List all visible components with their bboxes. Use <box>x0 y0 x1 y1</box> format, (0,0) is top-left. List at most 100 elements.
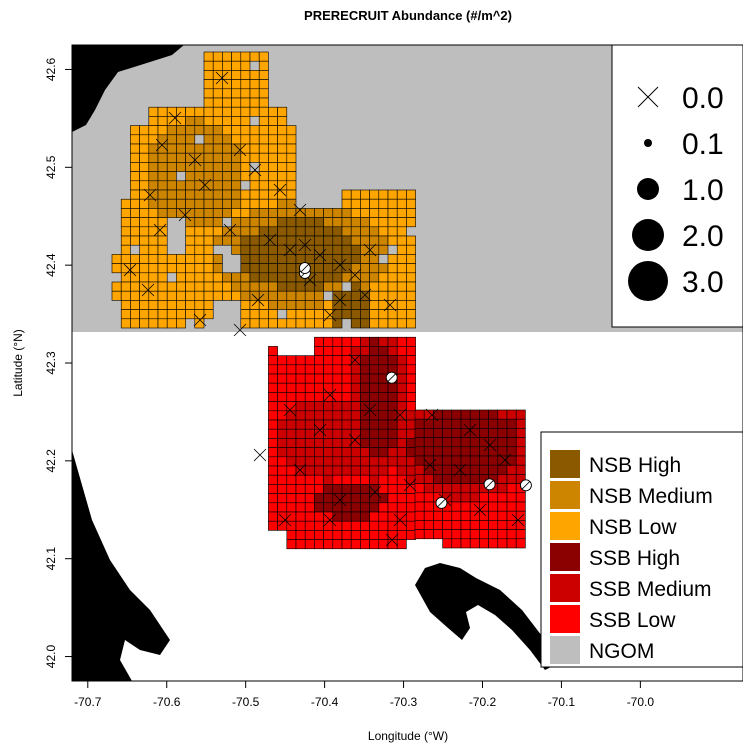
grid-cell <box>369 456 380 467</box>
grid-cell <box>148 152 159 163</box>
grid-cell <box>268 392 278 402</box>
grid-cell <box>222 162 232 172</box>
grid-cell <box>515 520 526 530</box>
grid-cell <box>515 455 526 466</box>
grid-cell <box>423 510 434 521</box>
grid-cell <box>222 226 232 237</box>
grid-cell <box>350 484 361 494</box>
grid-cell <box>148 272 159 283</box>
grid-cell <box>120 281 131 292</box>
grid-cell <box>378 281 389 292</box>
grid-cell <box>222 189 232 200</box>
grid-cell <box>148 162 159 172</box>
grid-cell <box>212 106 223 117</box>
grid-cell <box>212 152 223 163</box>
grid-cell <box>212 263 223 274</box>
grid-cell <box>268 447 278 458</box>
grid-cell <box>350 300 361 310</box>
grid-cell <box>369 428 380 439</box>
grid-cell <box>341 401 352 412</box>
grid-cell <box>406 392 416 402</box>
grid-cell <box>378 189 389 200</box>
grid-cell <box>314 373 324 384</box>
grid-cell <box>341 511 352 522</box>
grid-cell <box>277 116 288 126</box>
grid-cell <box>451 501 462 512</box>
grid-cell <box>222 60 232 71</box>
grid-cell <box>231 189 242 200</box>
grid-cell <box>506 437 517 448</box>
grid-cell <box>249 244 260 255</box>
grid-cell <box>387 484 398 494</box>
zero-marker <box>358 288 372 302</box>
grid-cell <box>148 281 159 292</box>
zero-marker <box>223 223 237 237</box>
grid-cell <box>120 309 131 320</box>
grid-cell <box>442 510 453 521</box>
grid-cell <box>286 189 297 200</box>
grid-cell <box>406 364 416 375</box>
land-north <box>72 45 184 132</box>
grid-cell <box>323 474 334 485</box>
grid-cell <box>222 143 232 154</box>
grid-cell <box>369 198 380 209</box>
zero-marker <box>323 308 337 322</box>
grid-cell <box>277 465 288 476</box>
grid-cell <box>360 346 370 356</box>
grid-cell <box>378 244 389 255</box>
grid-cell <box>360 318 370 329</box>
grid-cell <box>212 162 223 172</box>
grid-cell <box>479 492 489 503</box>
zero-abundance-markers <box>123 71 525 547</box>
region-legend-swatch <box>550 636 580 664</box>
grid-cell <box>268 134 278 145</box>
grid-cell <box>212 143 223 154</box>
grid-cell <box>203 208 214 218</box>
grid-cell <box>332 530 343 540</box>
grid-cell <box>350 419 361 430</box>
grid-cell <box>203 60 214 71</box>
grid-cell <box>414 483 425 494</box>
abundance-point-cross <box>521 481 531 490</box>
grid-cell <box>185 226 196 237</box>
grid-cell <box>203 171 214 182</box>
grid-cell <box>387 511 398 522</box>
grid-cell <box>360 254 370 264</box>
y-axis-label: Latitude (°N) <box>11 329 25 397</box>
grid-cell <box>350 373 361 384</box>
grid-cell <box>268 226 278 237</box>
grid-cell <box>369 309 380 320</box>
grid-cell <box>360 217 370 228</box>
grid-cell <box>268 309 278 320</box>
grid-cell <box>249 290 260 301</box>
grid-cell <box>460 464 471 475</box>
grid-cell <box>277 125 288 136</box>
grid-cell <box>185 116 196 126</box>
grid-cell <box>360 198 370 209</box>
grid-cell <box>314 364 324 375</box>
grid-cell <box>506 474 517 484</box>
grid-cell <box>323 456 334 467</box>
grid-cell <box>157 106 168 117</box>
grid-cell <box>442 446 453 457</box>
grid-cell <box>396 300 407 310</box>
grid-cell <box>295 226 306 237</box>
region-legend-swatch <box>550 450 580 478</box>
grid-cell <box>369 281 380 292</box>
grid-cell <box>194 254 205 264</box>
grid-cell <box>157 254 168 264</box>
grid-cell <box>378 382 389 393</box>
grid-cell <box>203 106 214 117</box>
grid-cell <box>185 180 196 191</box>
grid-cell <box>203 217 214 228</box>
grid-cell <box>240 152 251 163</box>
grid-cell <box>249 272 260 283</box>
grid-cell <box>406 382 416 393</box>
grid-cell <box>341 520 352 531</box>
grid-cell <box>406 438 416 448</box>
region-legend-label: SSB High <box>589 547 680 570</box>
grid-cell <box>139 171 150 182</box>
grid-cell <box>295 382 306 393</box>
grid-cell <box>314 465 324 476</box>
grid-cell <box>286 263 297 274</box>
